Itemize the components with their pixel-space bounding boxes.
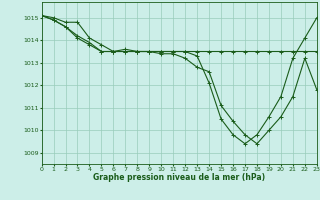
X-axis label: Graphe pression niveau de la mer (hPa): Graphe pression niveau de la mer (hPa) <box>93 173 265 182</box>
